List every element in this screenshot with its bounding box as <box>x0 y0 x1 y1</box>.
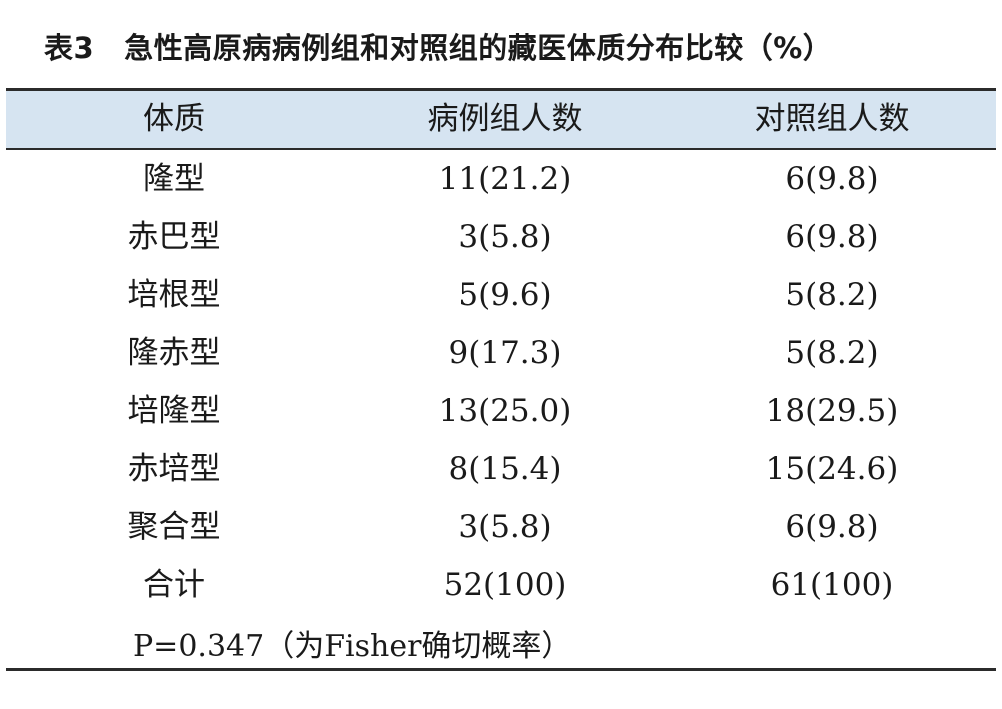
row-control-cell: 6(9.8) <box>785 161 879 197</box>
row-control-cell: 5(8.2) <box>785 335 879 371</box>
row-case-cell: 5(9.6) <box>458 277 552 313</box>
table-row: 隆赤型 9(17.3) 5(8.2) <box>6 324 996 382</box>
header-control-count: 对照组人数 <box>754 101 910 137</box>
table-title: 急性高原病病例组和对照组的藏医体质分布比较（%） <box>124 31 833 65</box>
row-constitution-cell: 赤巴型 <box>127 219 221 255</box>
row-control-cell: 18(29.5) <box>765 393 899 429</box>
data-table: 体质 病例组人数 对照组人数 隆型 11(21.2) 6(9.8) 赤巴型 3(… <box>6 88 996 672</box>
row-constitution-cell: 培根型 <box>127 277 221 313</box>
row-case-cell: 3(5.8) <box>458 509 552 545</box>
row-control-cell: 6(9.8) <box>785 509 879 545</box>
table-header-row: 体质 病例组人数 对照组人数 <box>6 91 996 150</box>
table-row: 隆型 11(21.2) 6(9.8) <box>6 150 996 208</box>
table-row: 培根型 5(9.6) 5(8.2) <box>6 266 996 324</box>
row-control-cell: 61(100) <box>770 567 894 603</box>
p-value-note: P=0.347（为Fisher确切概率） <box>133 629 572 664</box>
row-constitution-cell: 聚合型 <box>127 509 221 545</box>
table-bottom-rule <box>6 668 996 671</box>
table-row: 聚合型 3(5.8) 6(9.8) <box>6 498 996 556</box>
table-row: 赤培型 8(15.4) 15(24.6) <box>6 440 996 498</box>
table-row: 培隆型 13(25.0) 18(29.5) <box>6 382 996 440</box>
row-case-cell: 52(100) <box>443 567 567 603</box>
row-case-cell: 9(17.3) <box>448 335 562 371</box>
table-row-total: 合计 52(100) 61(100) <box>6 556 996 614</box>
row-constitution-cell: 合计 <box>143 567 205 603</box>
row-constitution-cell: 隆型 <box>143 161 205 197</box>
table-caption: 表3 急性高原病病例组和对照组的藏医体质分布比较（%） <box>44 22 832 74</box>
header-constitution: 体质 <box>143 101 205 137</box>
row-control-cell: 15(24.6) <box>765 451 899 487</box>
row-control-cell: 6(9.8) <box>785 219 879 255</box>
row-case-cell: 11(21.2) <box>438 161 572 197</box>
header-case-count: 病例组人数 <box>427 101 583 137</box>
table-number: 表3 <box>44 31 95 65</box>
table-note-row: P=0.347（为Fisher确切概率） <box>6 614 996 672</box>
row-case-cell: 8(15.4) <box>448 451 562 487</box>
table-top-rule <box>6 88 996 91</box>
row-case-cell: 13(25.0) <box>438 393 572 429</box>
table-row: 赤巴型 3(5.8) 6(9.8) <box>6 208 996 266</box>
row-control-cell: 5(8.2) <box>785 277 879 313</box>
row-constitution-cell: 培隆型 <box>127 393 221 429</box>
row-case-cell: 3(5.8) <box>458 219 552 255</box>
row-constitution-cell: 隆赤型 <box>127 335 221 371</box>
row-constitution-cell: 赤培型 <box>127 451 221 487</box>
